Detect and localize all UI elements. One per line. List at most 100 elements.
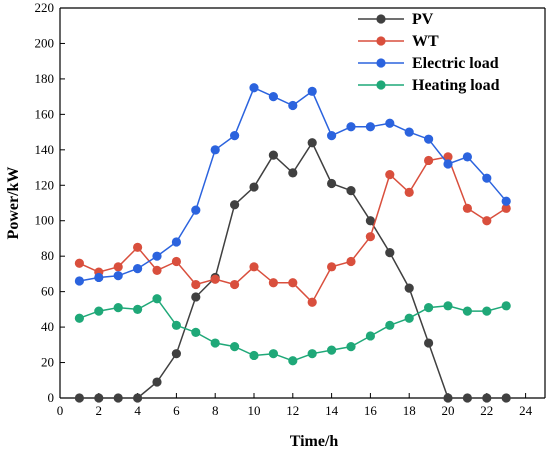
data-point-heating-load [424,302,434,313]
data-point-heating-load [133,304,143,314]
data-point-pv [171,349,181,359]
data-point-pv [152,377,162,387]
data-point-heating-load [230,341,240,352]
y-tick-label: 200 [35,35,55,50]
data-point-pv [385,248,395,258]
data-point-heating-load [249,350,259,361]
y-axis-title: Power/kW [5,167,22,240]
legend-label: WT [412,33,439,50]
x-tick-label: 0 [57,403,64,418]
y-tick-label: 20 [41,355,54,370]
data-point-wt [191,279,201,290]
x-tick-label: 8 [212,403,219,418]
data-point-electric-load [501,196,511,206]
data-point-pv [94,393,104,403]
legend-label: PV [412,11,434,28]
data-point-electric-load [385,118,395,128]
data-point-heating-load [385,320,395,330]
data-point-heating-load [113,302,123,313]
x-tick-label: 16 [364,403,378,418]
data-point-pv [307,138,317,148]
data-point-heating-load [443,301,453,311]
x-tick-label: 20 [442,403,455,418]
legend-marker [376,14,386,24]
data-point-heating-load [288,356,298,366]
data-point-wt [501,203,511,213]
legend: PV WT Electric load Heating load [358,11,500,94]
data-point-heating-load [482,306,492,316]
x-tick-label: 24 [519,403,533,418]
x-tick-label: 10 [248,403,261,418]
data-point-heating-load [462,306,472,316]
data-point-heating-load [74,313,84,323]
data-point-electric-load [171,237,181,247]
data-point-pv [288,168,298,178]
data-point-wt [249,262,259,272]
data-point-wt [307,297,317,307]
data-point-pv [327,178,337,189]
y-tick-label: 40 [41,319,54,334]
data-point-electric-load [210,145,220,155]
data-point-electric-load [152,251,162,261]
data-point-electric-load [249,83,259,93]
data-point-pv [74,393,84,403]
data-point-electric-load [288,100,298,111]
x-tick-label: 22 [480,403,493,418]
legend-label: Heating load [412,77,500,94]
data-point-wt [482,216,492,226]
data-point-wt [288,278,298,288]
data-point-wt [385,170,395,180]
data-point-electric-load [443,159,453,169]
data-point-pv [462,393,472,403]
series-heating-load [74,294,511,366]
data-point-pv [365,216,375,226]
x-tick-label: 18 [403,403,416,418]
y-tick-label: 180 [35,71,55,86]
data-point-wt [230,279,240,290]
x-tick-label: 2 [96,403,103,418]
axes: 0 2 4 6 8 10 12 14 16 18 20 22 240204060801001201401… [35,0,546,418]
data-point-electric-load [74,276,84,286]
series-electric-load [74,83,511,286]
y-tick-label: 100 [35,213,55,228]
legend-item-electric-load: Electric load [358,55,499,72]
data-point-wt [113,262,123,272]
series-line-heating-load [79,297,507,362]
legend-label: Electric load [412,55,499,72]
data-point-electric-load [462,152,472,162]
y-tick-label: 0 [48,390,55,405]
data-point-wt [404,187,414,197]
data-point-heating-load [365,331,375,341]
data-point-heating-load [404,313,414,323]
data-point-wt [327,262,337,272]
y-tick-label: 160 [35,106,55,121]
series-line-electric-load [79,86,507,282]
data-point-pv [482,393,492,403]
data-point-wt [210,274,220,284]
data-point-pv [113,393,123,403]
data-point-heating-load [191,327,201,338]
data-point-wt [133,242,143,252]
data-point-wt [462,203,472,213]
data-point-electric-load [424,134,434,144]
data-point-electric-load [365,122,375,132]
x-axis-title: Time/h [290,433,339,450]
y-tick-label: 220 [35,0,55,15]
data-point-electric-load [404,127,414,137]
x-tick-label: 6 [173,403,180,418]
data-point-pv [249,182,259,192]
data-point-heating-load [171,320,181,330]
y-tick-label: 120 [35,177,55,192]
data-point-heating-load [268,349,278,359]
data-point-wt [443,152,453,162]
data-point-wt [424,155,434,166]
data-point-wt [152,265,162,275]
data-point-pv [501,393,511,403]
x-tick-label: 12 [286,403,299,418]
x-tick-label: 14 [325,403,339,418]
data-point-heating-load [346,341,356,352]
legend-marker [376,58,386,68]
data-point-pv [268,150,278,160]
data-point-pv [133,393,143,403]
y-tick-label: 140 [35,142,55,157]
